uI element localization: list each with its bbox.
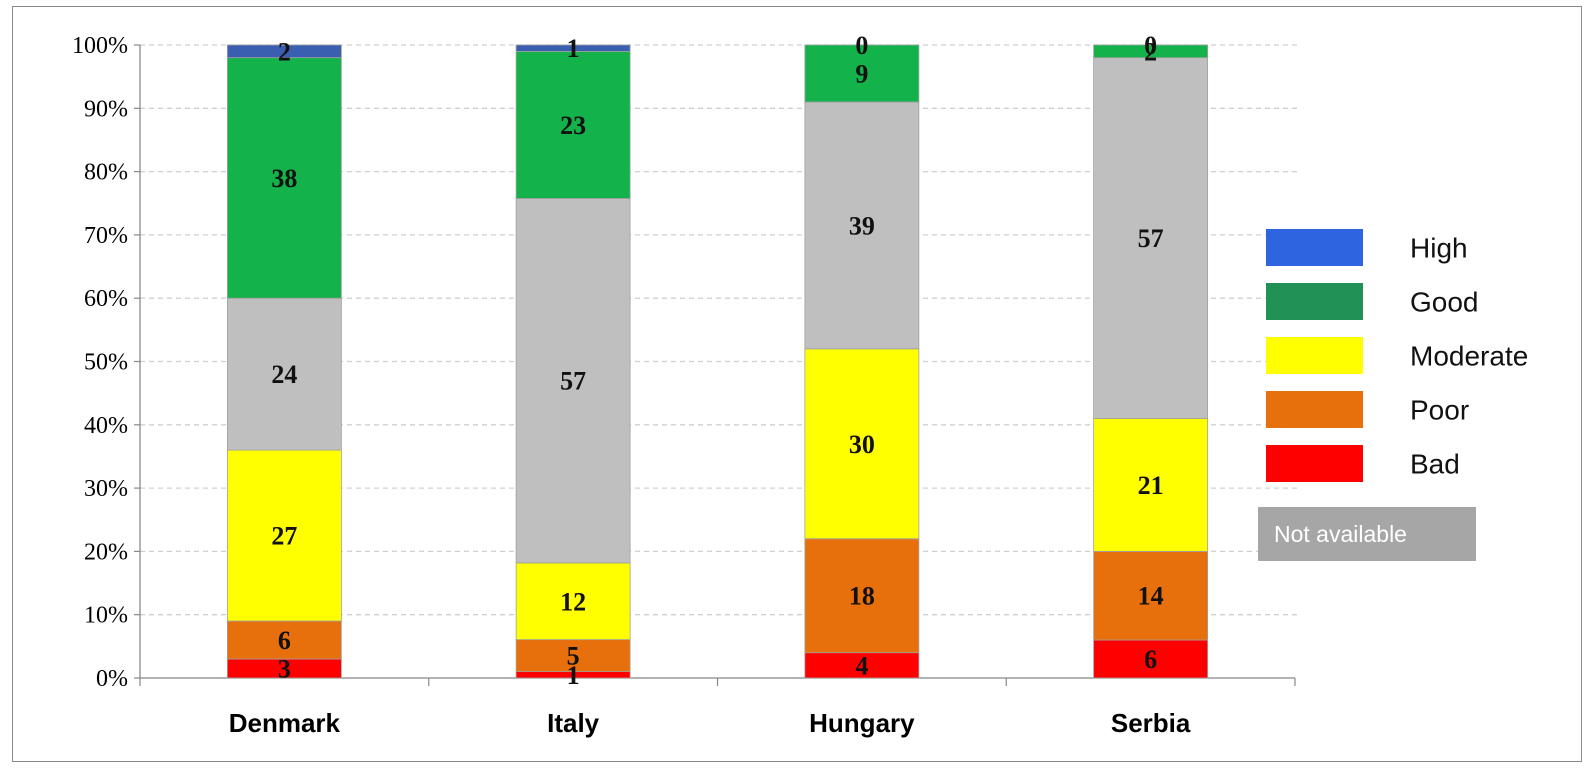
data-label: 1 (567, 34, 580, 63)
y-tick-label: 30% (84, 476, 128, 502)
legend-label: Moderate (1410, 341, 1528, 372)
bar-segment-moderate (226, 449, 342, 622)
legend-swatch (1266, 229, 1363, 266)
x-tick-label: Italy (547, 708, 600, 738)
data-label: 9 (855, 59, 868, 88)
legend-not-available-box (1258, 507, 1476, 561)
bar-segment-good (804, 44, 920, 103)
data-label: 24 (271, 360, 297, 389)
data-label: 2 (278, 37, 291, 66)
data-label: 0 (855, 31, 868, 60)
y-tick-label: 90% (84, 96, 128, 122)
data-label: 30 (849, 430, 875, 459)
legend: High Good Moderate Poor Bad Not available (1258, 229, 1528, 561)
x-tick-label: Denmark (229, 708, 341, 738)
data-label: 2 (1144, 37, 1157, 66)
y-tick-label: 50% (84, 350, 128, 376)
y-tick-label: 100% (72, 33, 128, 59)
y-tick-label: 70% (84, 223, 128, 249)
legend-swatch (1266, 391, 1363, 428)
y-tick-label: 60% (84, 286, 128, 312)
legend-label: Good (1410, 287, 1479, 318)
data-label: 38 (271, 164, 297, 193)
bar-segment-high (515, 44, 631, 52)
legend-label: Bad (1410, 449, 1460, 480)
bar-segment-moderate (1093, 418, 1209, 552)
x-tick-label: Hungary (809, 708, 915, 738)
data-label: 14 (1138, 582, 1164, 611)
bar-segment-good (1093, 44, 1209, 59)
data-label: 6 (1144, 645, 1157, 674)
bar-segment-moderate (804, 348, 920, 540)
x-tick-label: Serbia (1111, 708, 1191, 738)
legend-swatch (1266, 445, 1363, 482)
bar-segment-good (226, 57, 342, 299)
bar-segment-bad (804, 652, 920, 679)
bar-segment-moderate (515, 562, 631, 641)
bar-segment-not-available (515, 198, 631, 564)
bar-segment-not-available (1093, 57, 1209, 419)
data-label: 5 (567, 642, 580, 671)
data-label: 18 (849, 582, 875, 611)
y-tick-label: 10% (84, 603, 128, 629)
bar-segment-not-available (804, 101, 920, 350)
y-tick-label: 40% (84, 413, 128, 439)
data-label: 23 (560, 111, 586, 140)
legend-label: Poor (1410, 395, 1469, 426)
legend-swatch (1266, 283, 1363, 320)
data-label: 1 (567, 661, 580, 690)
bar-segment-high (226, 44, 342, 59)
bar-segment-poor (804, 538, 920, 654)
data-label: 6 (278, 626, 291, 655)
bar-segment-poor (1093, 551, 1209, 641)
data-label: 3 (278, 655, 291, 684)
bar-segment-poor (515, 639, 631, 673)
legend-not-available-label: Not available (1274, 521, 1407, 547)
y-tick-label: 0% (96, 666, 128, 692)
data-label: 39 (849, 211, 875, 240)
legend-label: High (1410, 233, 1468, 264)
data-label: 21 (1138, 471, 1164, 500)
bars (226, 44, 1209, 679)
data-label: 12 (560, 587, 586, 616)
data-label: 57 (560, 367, 586, 396)
data-label: 0 (1144, 31, 1157, 60)
y-tick-label: 80% (84, 160, 128, 186)
y-tick-label: 20% (84, 539, 128, 565)
bar-segment-bad (1093, 639, 1209, 679)
bar-segment-not-available (226, 297, 342, 451)
data-label: 27 (271, 522, 297, 551)
data-label: 57 (1138, 224, 1164, 253)
data-label: 4 (855, 651, 868, 680)
legend-swatch (1266, 337, 1363, 374)
